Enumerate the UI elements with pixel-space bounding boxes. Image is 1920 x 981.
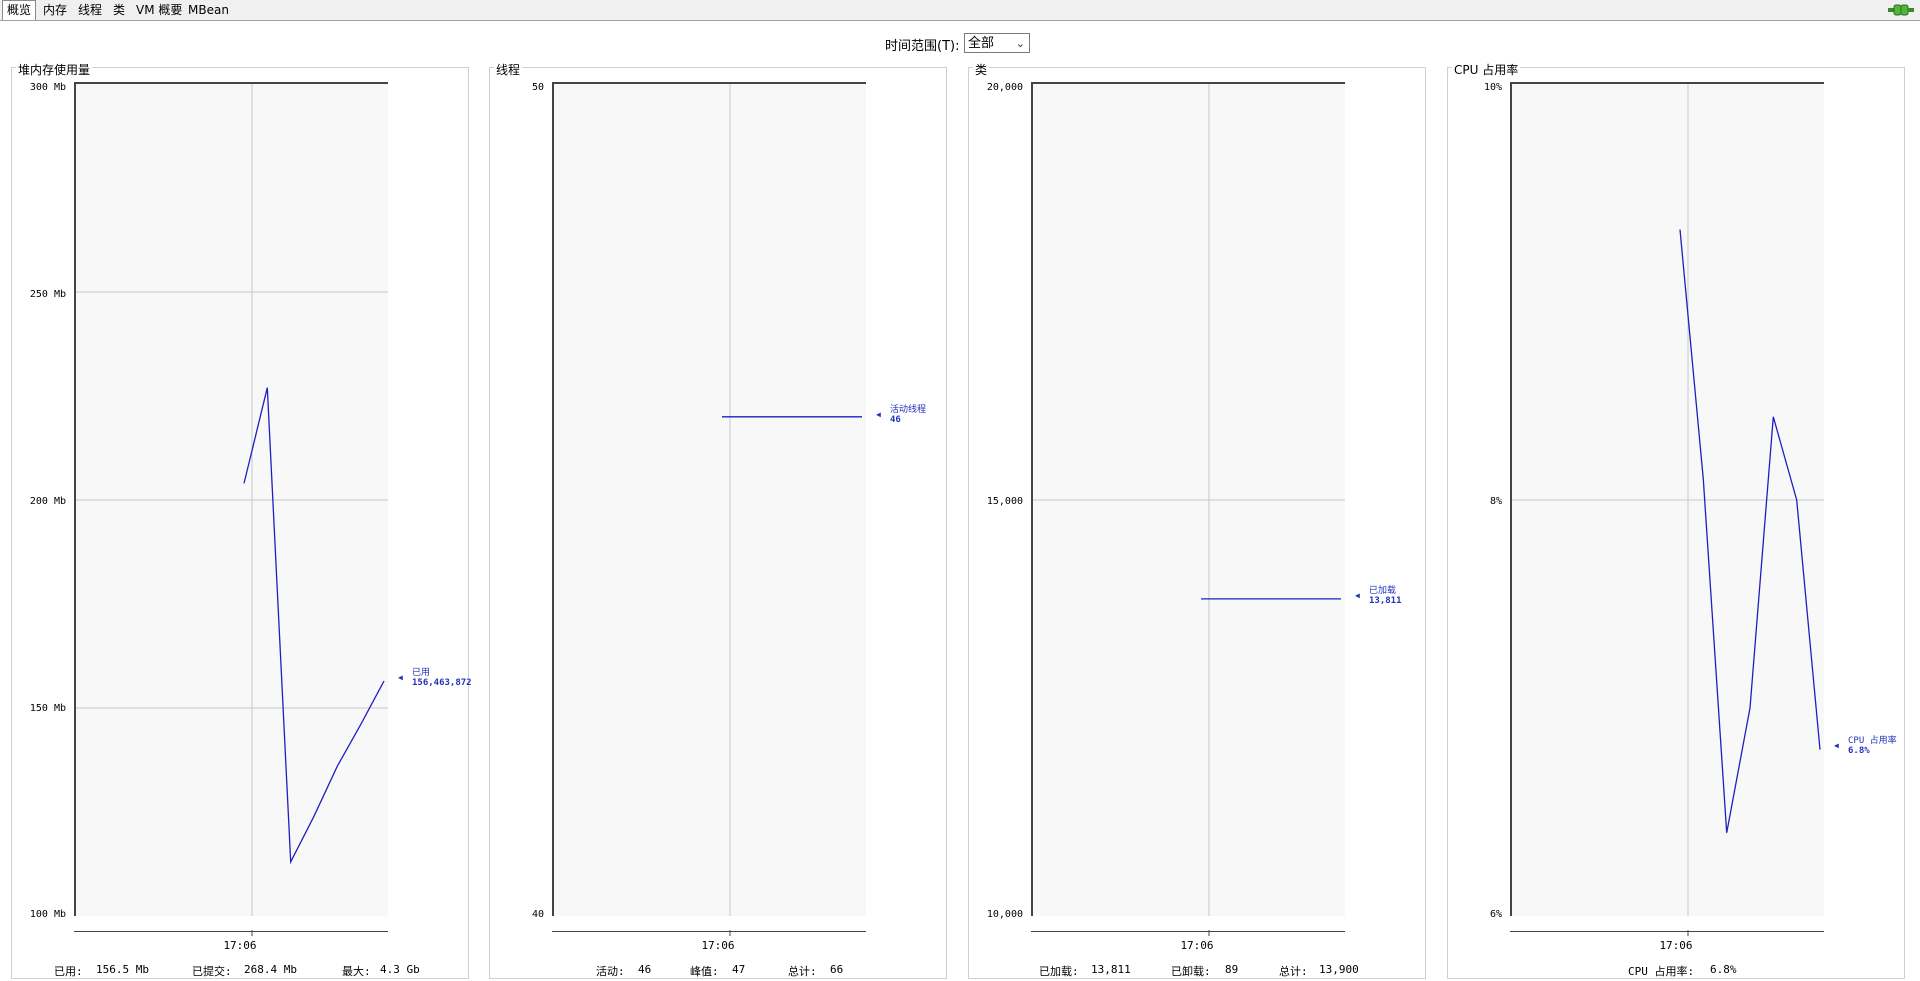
tab-memory[interactable]: 内存 — [43, 3, 68, 17]
y-tick-label: 8% — [1489, 496, 1502, 507]
series-marker: ◀ 已加载 13,811 — [1355, 586, 1402, 606]
chevron-down-icon: ⌄ — [1015, 37, 1025, 50]
marker-label: 已加载 — [1369, 586, 1397, 596]
tab-bar: 概览 内存 线程 类 VM 概要 MBean — [0, 0, 1920, 21]
marker-arrow-icon: ◀ — [876, 410, 881, 419]
heap-memory-panel: 堆内存使用量 300 Mb 250 Mb 200 Mb 150 Mb 100 M… — [11, 61, 472, 979]
x-tick-label: 17:06 — [1659, 939, 1693, 952]
tab-classes[interactable]: 类 — [113, 3, 126, 17]
threads-chart — [722, 84, 862, 936]
loaded-label: 已加载: — [1039, 965, 1079, 978]
max-value: 4.3 Gb — [380, 963, 420, 976]
panel-title: 类 — [973, 61, 990, 78]
marker-label: 活动线程 — [890, 405, 927, 415]
y-tick-label: 250 Mb — [29, 289, 66, 300]
tab-overview[interactable]: 概览 — [2, 0, 37, 20]
y-tick-label: 10% — [1483, 82, 1502, 93]
total-label: 总计: — [1279, 965, 1308, 978]
marker-label: 已用 — [412, 668, 431, 678]
marker-value: 13,811 — [1369, 596, 1402, 606]
classes-plot-area — [1031, 82, 1345, 936]
total-value: 13,900 — [1319, 963, 1359, 976]
series-marker: ◀ 已用 156,463,872 — [398, 668, 472, 688]
panel-title: CPU 占用率 — [1452, 61, 1521, 78]
y-tick-label: 200 Mb — [29, 496, 66, 507]
live-value: 46 — [638, 963, 652, 976]
y-tick-label: 50 — [531, 82, 544, 93]
cpu-label: CPU 占用率: — [1628, 965, 1695, 978]
series-line — [1679, 229, 1821, 833]
x-axis — [1031, 931, 1345, 932]
threads-panel: 线程 50 40 17:06 ◀ 活动线程 46 活动: 46 峰值: 47 总… — [489, 61, 947, 979]
x-tick-label: 17:06 — [701, 939, 735, 952]
series-marker: ◀ 活动线程 46 — [876, 405, 927, 425]
panel-title: 堆内存使用量 — [16, 61, 93, 78]
series-line — [243, 387, 385, 865]
y-tick-label: 100 Mb — [29, 909, 66, 920]
time-range-select[interactable]: 全部 ⌄ — [964, 33, 1030, 53]
tab-vm-summary[interactable]: VM 概要 — [136, 3, 183, 17]
tab-threads[interactable]: 线程 — [78, 3, 103, 17]
x-tick-label: 17:06 — [223, 939, 257, 952]
committed-label: 已提交: — [192, 965, 232, 978]
unloaded-value: 89 — [1225, 963, 1239, 976]
loaded-value: 13,811 — [1091, 963, 1131, 976]
y-tick-label: 15,000 — [986, 496, 1023, 507]
total-label: 总计: — [788, 965, 817, 978]
marker-label: CPU 占用率 — [1848, 736, 1897, 746]
cpu-value: 6.8% — [1710, 963, 1737, 976]
x-axis — [74, 931, 388, 932]
heap-plot-area — [74, 82, 388, 936]
y-tick-label: 10,000 — [986, 909, 1023, 920]
used-value: 156.5 Mb — [96, 963, 149, 976]
y-tick-label: 6% — [1489, 909, 1502, 920]
marker-arrow-icon: ◀ — [1355, 591, 1360, 600]
marker-arrow-icon: ◀ — [398, 673, 403, 682]
panel-title: 线程 — [494, 61, 523, 78]
threads-plot-area — [552, 82, 866, 936]
total-value: 66 — [830, 963, 844, 976]
tab-mbeans[interactable]: MBean — [188, 3, 229, 17]
series-marker: ◀ CPU 占用率 6.8% — [1834, 736, 1897, 756]
y-tick-label: 150 Mb — [29, 703, 66, 714]
y-tick-label: 40 — [531, 909, 544, 920]
x-axis — [552, 931, 866, 932]
time-range-label: 时间范围(T): — [885, 39, 960, 54]
peak-label: 峰值: — [690, 965, 719, 978]
x-tick-label: 17:06 — [1180, 939, 1214, 952]
cpu-usage-panel: CPU 占用率 10% 8% 6% 17:06 ◀ CPU 占用率 6.8% C… — [1447, 61, 1905, 979]
marker-value: 46 — [890, 415, 901, 425]
cpu-plot-area — [1510, 82, 1824, 936]
connection-icon[interactable] — [1888, 2, 1914, 18]
marker-value: 6.8% — [1848, 746, 1870, 756]
x-axis — [1510, 931, 1824, 932]
committed-value: 268.4 Mb — [244, 963, 297, 976]
cpu-chart — [1512, 84, 1824, 936]
classes-chart — [1033, 84, 1345, 936]
heap-chart — [76, 84, 388, 936]
y-tick-label: 300 Mb — [29, 82, 66, 93]
peak-value: 47 — [732, 963, 746, 976]
used-label: 已用: — [54, 965, 83, 978]
live-label: 活动: — [596, 965, 625, 978]
unloaded-label: 已卸载: — [1171, 965, 1211, 978]
marker-value: 156,463,872 — [412, 678, 472, 688]
time-range-value: 全部 — [968, 36, 995, 51]
classes-panel: 类 20,000 15,000 10,000 17:06 ◀ 已加载 13,81… — [968, 61, 1426, 979]
max-label: 最大: — [342, 965, 371, 978]
marker-arrow-icon: ◀ — [1834, 741, 1839, 750]
y-tick-label: 20,000 — [986, 82, 1023, 93]
